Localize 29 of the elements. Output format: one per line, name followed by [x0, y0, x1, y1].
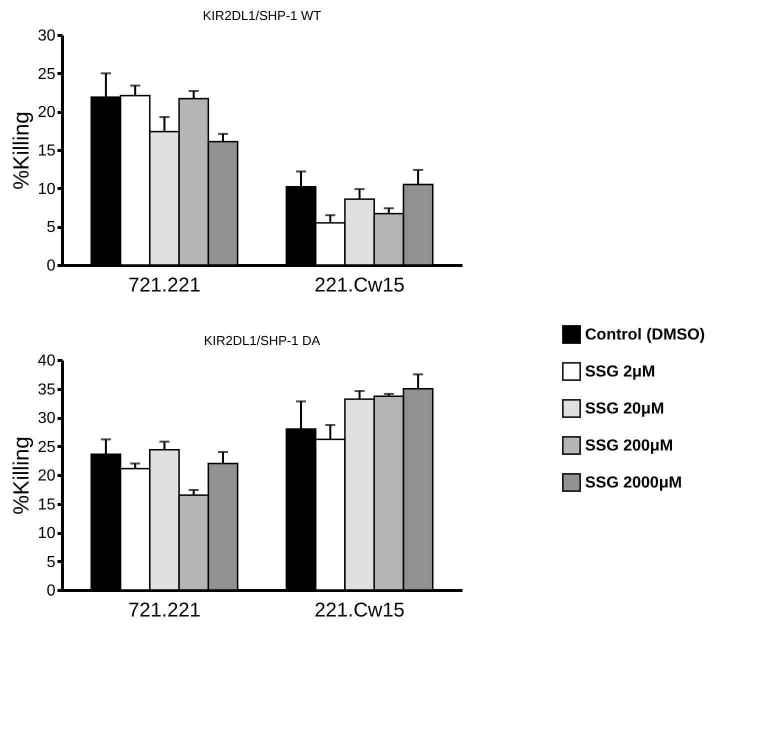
legend-label: SSG 20μM [585, 400, 664, 418]
y-tick-label: 0 [46, 258, 56, 274]
y-tick-label: 40 [38, 352, 56, 370]
y-tick-label: 30 [38, 410, 56, 427]
y-tick-label: 35 [38, 381, 56, 398]
y-tick-label: 20 [38, 468, 56, 484]
y-tick-label: 20 [38, 104, 56, 122]
y-tick-label: 5 [46, 219, 56, 236]
chart-title: KIR2DL1/SHP-1 WT [202, 8, 322, 23]
y-tick-label: 25 [38, 66, 56, 83]
y-tick-label: 25 [38, 438, 56, 456]
y-axis-title: %Killing [8, 436, 34, 515]
y-tick-label: 5 [46, 554, 56, 571]
legend-label: Control (DMSO) [585, 326, 705, 344]
x-tick-label: 221.Cw15 [314, 600, 405, 622]
x-tick-label: 721.221 [128, 274, 201, 296]
y-tick-label: 10 [38, 180, 56, 198]
y-tick-label: 15 [38, 496, 56, 514]
y-tick-label: 30 [38, 28, 56, 44]
legend-label: SSG 200μM [585, 438, 674, 454]
y-tick-label: 15 [38, 142, 56, 160]
x-tick-label: 221.Cw15 [314, 274, 405, 296]
legend-label: SSG 2μM [585, 364, 656, 380]
x-tick-label: 721.221 [128, 600, 201, 622]
y-axis-title: %Killing [8, 111, 34, 190]
legend-label: SSG 2000μM [585, 474, 682, 492]
chart-title: KIR2DL1/SHP-1 DA [204, 333, 320, 348]
y-tick-label: 0 [46, 582, 56, 600]
y-tick-label: 10 [38, 525, 56, 542]
